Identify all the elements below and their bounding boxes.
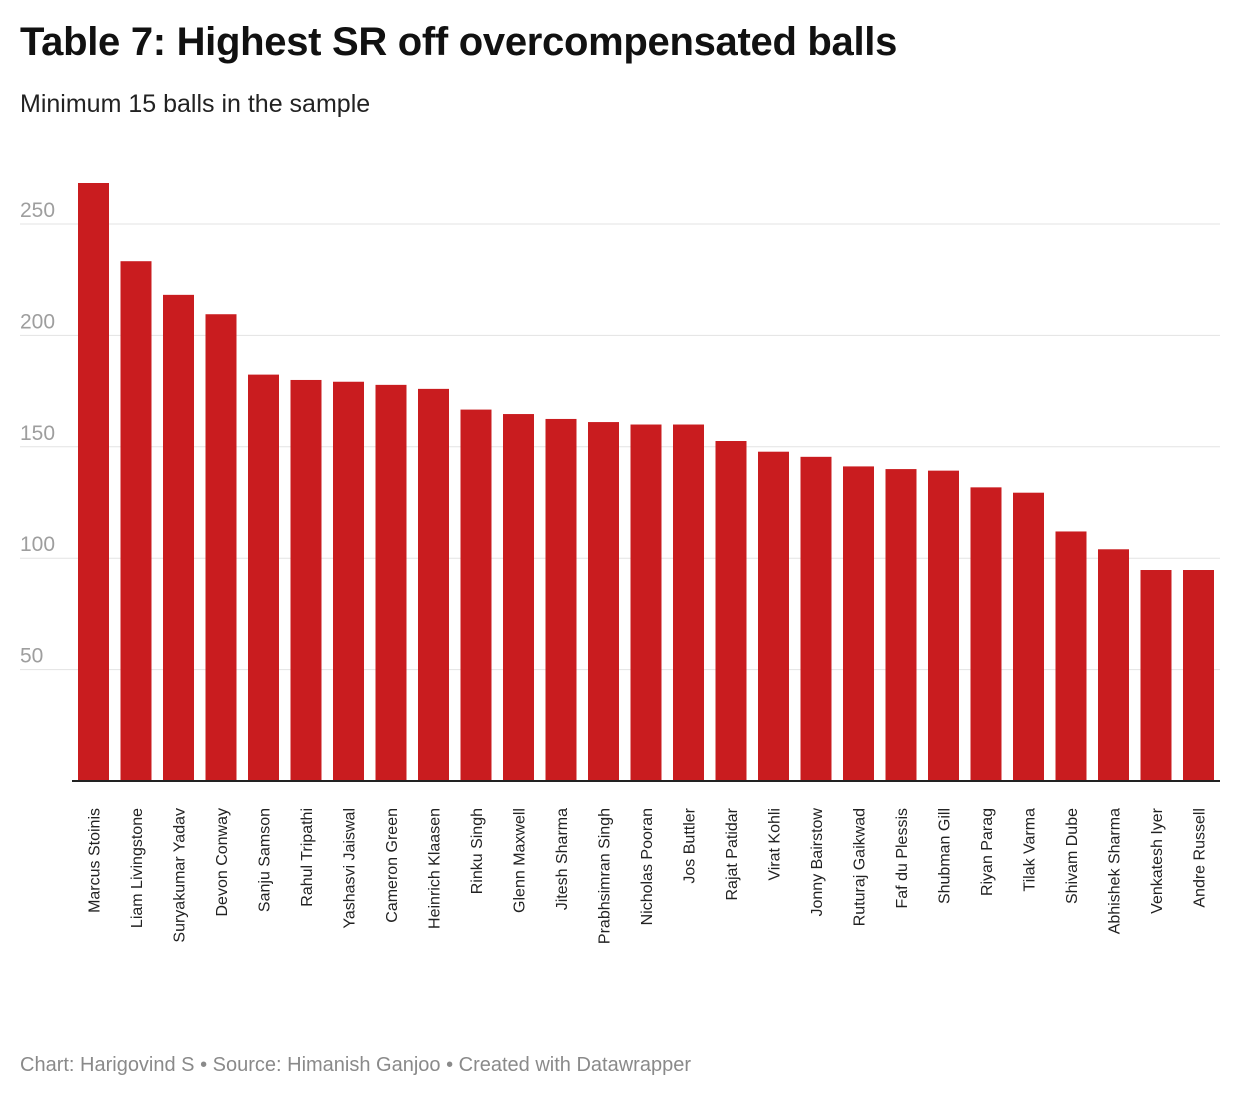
x-axis-category-labels: Marcus Stoinis Liam Livingstone Suryakumar…: [87, 807, 1209, 944]
x-category-label: Nicholas Pooran: [639, 808, 656, 925]
bar-ruturaj-gaikwad[interactable]: Ruturaj Gaikwad: 141.2: [843, 466, 874, 781]
chart-title: Table 7: Highest SR off overcompensated …: [20, 20, 898, 64]
x-category-label: Marcus Stoinis: [87, 808, 104, 913]
bars: Marcus Stoinis: 268.4 Liam Livingstone: 2…: [78, 183, 1214, 781]
bar-rahul-tripathi[interactable]: Rahul Tripathi: 180: [290, 379, 322, 781]
x-category-label: Jitesh Sharma: [554, 808, 571, 910]
x-category-label: Virat Kohli: [767, 808, 784, 881]
x-category-label: Faf du Plessis: [894, 808, 911, 908]
x-category-label: Prabhsimran Singh: [597, 808, 614, 944]
x-category-label: Abhishek Sharma: [1107, 808, 1124, 934]
y-tick-label-100: 100: [20, 533, 55, 556]
y-tick-label-50: 50: [20, 645, 43, 668]
x-category-label: Rajat Patidar: [724, 807, 741, 900]
y-axis-tick-labels: 50 100 150 200 250: [20, 199, 55, 668]
chart-footer-credit: Chart: Harigovind S • Source: Himanish G…: [20, 1054, 691, 1076]
bar-tilak-varma[interactable]: Tilak Varma: 129.4: [1013, 492, 1044, 781]
bar-rinku-singh[interactable]: Rinku Singh: 166.7: [460, 409, 492, 781]
x-category-label: Shivam Dube: [1064, 808, 1081, 904]
bar-yashasvi-jaiswal[interactable]: Yashasvi Jaiswal: 179.2: [333, 381, 364, 781]
bar-venkatesh-iyer[interactable]: Venkatesh Iyer: 94.7: [1140, 570, 1172, 781]
x-category-label: Riyan Parag: [979, 808, 996, 896]
x-category-label: Andre Russell: [1192, 808, 1209, 908]
x-category-label: Jonny Bairstow: [809, 808, 826, 917]
bar-jos-buttler[interactable]: Jos Buttler: 160: [673, 424, 704, 781]
x-category-label: Yashasvi Jaiswal: [342, 808, 359, 929]
bar-virat-kohli[interactable]: Virat Kohli: 147.8: [758, 451, 789, 781]
chart-subtitle: Minimum 15 balls in the sample: [20, 90, 371, 118]
x-category-label: Rahul Tripathi: [299, 808, 316, 907]
x-category-label: Cameron Green: [384, 808, 401, 923]
bar-prabhsimran-singh[interactable]: Prabhsimran Singh: 161.1: [588, 422, 619, 781]
bar-glenn-maxwell[interactable]: Glenn Maxwell: 164.7: [503, 414, 534, 781]
bar-cameron-green[interactable]: Cameron Green: 177.8: [375, 384, 407, 781]
bar-faf-du-plessis[interactable]: Faf du Plessis: 140: [885, 469, 917, 781]
bar-devon-conway[interactable]: Devon Conway: 209.5: [205, 314, 237, 781]
bar-andre-russell[interactable]: Andre Russell: 94.7: [1183, 570, 1214, 781]
bar-liam-livingstone[interactable]: Liam Livingstone: 233.3: [120, 261, 152, 781]
x-category-label: Ruturaj Gaikwad: [852, 808, 869, 926]
y-tick-label-250: 250: [20, 199, 55, 222]
x-category-label: Suryakumar Yadav: [172, 808, 189, 943]
y-tick-label-200: 200: [20, 310, 55, 333]
bar-shubman-gill[interactable]: Shubman Gill: 139.3: [928, 470, 959, 781]
x-category-label: Jos Buttler: [682, 807, 699, 883]
x-category-label: Sanju Samson: [257, 808, 274, 912]
x-category-label: Tilak Varma: [1022, 808, 1039, 892]
bar-sanju-samson[interactable]: Sanju Samson: 182.4: [248, 374, 279, 781]
bar-riyan-parag[interactable]: Riyan Parag: 131.8: [970, 487, 1002, 781]
bar-rajat-patidar[interactable]: Rajat Patidar: 152.6: [715, 441, 747, 781]
y-tick-label-150: 150: [20, 422, 55, 445]
bar-abhishek-sharma[interactable]: Abhishek Sharma: 104: [1098, 549, 1129, 781]
x-category-label: Devon Conway: [214, 808, 231, 917]
bar-marcus-stoinis[interactable]: Marcus Stoinis: 268.4: [78, 183, 109, 781]
bar-nicholas-pooran[interactable]: Nicholas Pooran: 160: [630, 424, 662, 781]
x-category-label: Shubman Gill: [937, 808, 954, 904]
bar-jonny-bairstow[interactable]: Jonny Bairstow: 145.5: [800, 456, 832, 781]
x-category-label: Glenn Maxwell: [512, 808, 529, 913]
x-category-label: Heinrich Klaasen: [427, 808, 444, 929]
x-category-label: Liam Livingstone: [129, 808, 146, 928]
bar-heinrich-klaasen[interactable]: Heinrich Klaasen: 176: [418, 388, 449, 781]
bar-suryakumar-yadav[interactable]: Suryakumar Yadav: 218.2: [163, 294, 194, 781]
x-category-label: Venkatesh Iyer: [1149, 807, 1166, 914]
bar-shivam-dube[interactable]: Shivam Dube: 112: [1055, 531, 1087, 781]
bar-jitesh-sharma[interactable]: Jitesh Sharma: 162.5: [545, 418, 577, 781]
x-category-label: Rinku Singh: [469, 808, 486, 894]
